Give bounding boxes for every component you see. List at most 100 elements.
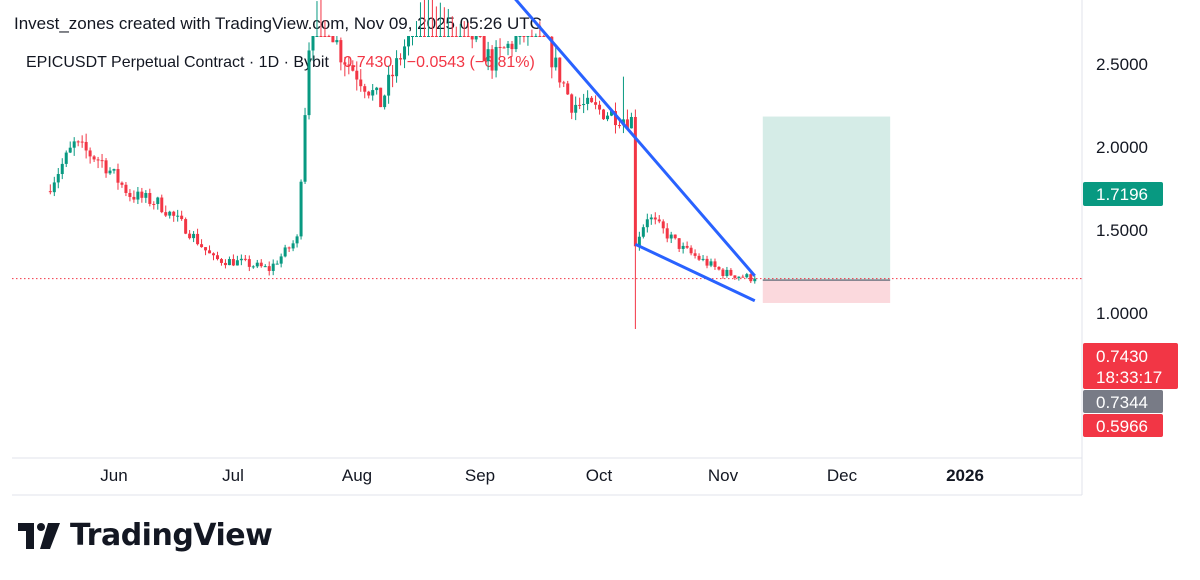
candle-body [227, 259, 231, 266]
candle-body [391, 74, 395, 77]
candle-body [478, 36, 482, 37]
candle-body [637, 236, 641, 247]
candle-body [160, 197, 164, 213]
candle-body [697, 255, 701, 260]
candle-body [56, 174, 60, 183]
candle-body [606, 115, 610, 120]
candle-body [132, 196, 136, 200]
candle-body [514, 36, 518, 50]
entry-price-badge[interactable]: 0.7344 [1083, 390, 1163, 413]
candle-body [518, 36, 522, 37]
last-price-badge[interactable]: 0.7430 18:33:17 [1083, 343, 1178, 389]
logo-wordmark: TradingView [70, 518, 273, 553]
candle-body [204, 247, 208, 251]
candle-body [303, 115, 307, 182]
candle-body [661, 221, 665, 229]
candle-body [458, 36, 462, 37]
upper-trendline[interactable] [476, 0, 756, 277]
x-tick-label: Oct [586, 466, 613, 485]
chart-attribution: Invest_zones created with TradingView.co… [14, 14, 542, 33]
x-tick-label: 2026 [946, 466, 984, 485]
candle-body [470, 36, 474, 40]
candle-body [673, 234, 677, 239]
candle-body [275, 263, 279, 265]
candle-body [100, 160, 104, 162]
candle-body [371, 90, 375, 96]
target-price-label: 1.7196 [1096, 185, 1148, 204]
candle-body [363, 86, 367, 92]
lower-trendline[interactable] [634, 242, 756, 303]
candle-body [124, 184, 128, 193]
candle-body [705, 258, 709, 266]
candle-body [554, 57, 558, 68]
candle-body [713, 261, 717, 267]
candle-body [347, 64, 351, 66]
candle-body [629, 116, 633, 129]
candle-body [323, 36, 327, 37]
candle-body [212, 253, 215, 256]
candle-body [263, 266, 267, 268]
candle-body [231, 259, 235, 266]
candle-body [315, 36, 319, 37]
candle-body [530, 36, 534, 37]
candle-body [633, 116, 637, 247]
candle-body [741, 276, 745, 278]
candle-body [414, 36, 418, 37]
candle-body [291, 243, 295, 249]
candle-body [339, 40, 343, 63]
entry-price-label: 0.7344 [1096, 393, 1148, 412]
candle-body [331, 36, 335, 43]
candle-body [52, 182, 56, 193]
candle-body [418, 36, 422, 37]
candle-body [108, 170, 112, 174]
take-profit-zone[interactable] [762, 116, 891, 281]
candle-body [307, 50, 311, 116]
candle-body [677, 238, 681, 249]
y-tick-label: 2.0000 [1096, 138, 1148, 157]
candle-body [594, 102, 598, 105]
candle-body [375, 87, 379, 91]
candle-body [725, 269, 729, 276]
candle-body [196, 233, 200, 245]
candle-body [566, 83, 570, 95]
target-price-badge[interactable]: 1.7196 [1083, 182, 1163, 206]
candle-body [749, 274, 753, 282]
x-tick-label: Jul [222, 466, 244, 485]
candle-body [395, 58, 399, 77]
candle-body [235, 260, 239, 266]
candle-body [578, 104, 582, 106]
candle-body [422, 36, 426, 37]
tradingview-logo[interactable]: TradingView [18, 518, 273, 553]
candle-body [387, 74, 391, 96]
candle-body [462, 36, 466, 37]
x-tick-label: Dec [827, 466, 858, 485]
candle-body [426, 36, 430, 37]
symbol-title[interactable]: EPICUSDT Perpetual Contract · 1D · Bybit [26, 54, 329, 71]
stop-price-badge[interactable]: 0.5966 [1083, 414, 1163, 437]
candle-body [442, 36, 446, 37]
stop-loss-zone[interactable] [762, 280, 891, 303]
candlestick-series [48, 0, 757, 329]
candle-body [72, 141, 76, 148]
candle-body [287, 247, 291, 249]
candle-body [156, 197, 160, 204]
candle-body [92, 156, 96, 160]
candle-body [753, 278, 757, 282]
candle-body [649, 217, 653, 220]
candle-body [208, 250, 212, 254]
candle-body [351, 65, 355, 71]
candle-body [148, 193, 152, 204]
candle-body [68, 147, 72, 153]
candle-body [251, 266, 255, 268]
candle-body [498, 46, 502, 48]
candle-body [737, 276, 741, 278]
candle-body [172, 211, 176, 216]
candle-body [745, 274, 749, 278]
candle-body [403, 46, 407, 60]
candle-body [140, 191, 144, 198]
candle-body [180, 215, 184, 220]
candle-body [610, 111, 613, 116]
candle-body [116, 169, 120, 183]
candle-body [255, 262, 259, 267]
